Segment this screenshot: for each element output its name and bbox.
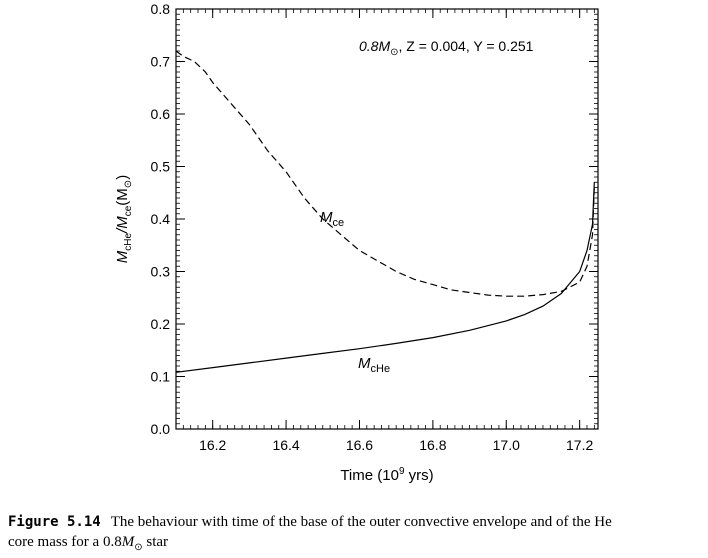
y-tick-label: 0.0 — [151, 421, 171, 437]
caption-label: Figure 5.14 — [8, 514, 101, 530]
x-tick-label: 16.2 — [199, 437, 226, 453]
series-layer — [175, 50, 595, 373]
y-tick-label: 0.3 — [151, 264, 171, 280]
y-tick-label: 0.2 — [151, 316, 171, 332]
y-tick-label: 0.1 — [151, 369, 171, 385]
chart-figure: 16.2 16.4 16.6 16.8 17.0 17.2 0.0 0.1 0.2 0.3 0.4 0… — [114, 1, 599, 484]
caption-line-2: core mass for a 0.8M⊙ star — [8, 534, 169, 553]
x-tick-label: 17.2 — [566, 437, 593, 453]
y-tick-label: 0.8 — [151, 1, 171, 17]
y-tick-label: 0.6 — [151, 106, 171, 122]
y-tick-label: 0.5 — [151, 159, 171, 175]
x-tick-label: 16.4 — [272, 437, 299, 453]
series-label-mce: Mce — [320, 209, 344, 229]
series-line-mche — [175, 182, 595, 373]
figure-caption: Figure 5.14 The behaviour with time of th… — [8, 512, 708, 558]
x-tick-label: 16.6 — [346, 437, 373, 453]
x-tick-label: 17.0 — [493, 437, 520, 453]
caption-line-1: The behaviour with time of the base of t… — [110, 514, 612, 530]
y-tick-label: 0.4 — [151, 211, 171, 227]
chart-annotation: 0.8M⊙, Z = 0.004, Y = 0.251 — [359, 38, 534, 58]
y-axis-label: McHe/Mce(M⊙) — [114, 175, 134, 263]
x-axis-label: Time (109 yrs) — [340, 466, 433, 484]
plot-frame — [175, 8, 599, 430]
tick-labels: 16.2 16.4 16.6 16.8 17.0 17.2 0.0 0.1 0.2 0.3 0.4 0… — [151, 1, 594, 453]
y-tick-label: 0.7 — [151, 54, 171, 70]
major-tick-marks — [176, 8, 598, 430]
series-line-mce — [175, 50, 595, 297]
x-tick-label: 16.8 — [419, 437, 446, 453]
series-label-mche: McHe — [358, 355, 390, 375]
